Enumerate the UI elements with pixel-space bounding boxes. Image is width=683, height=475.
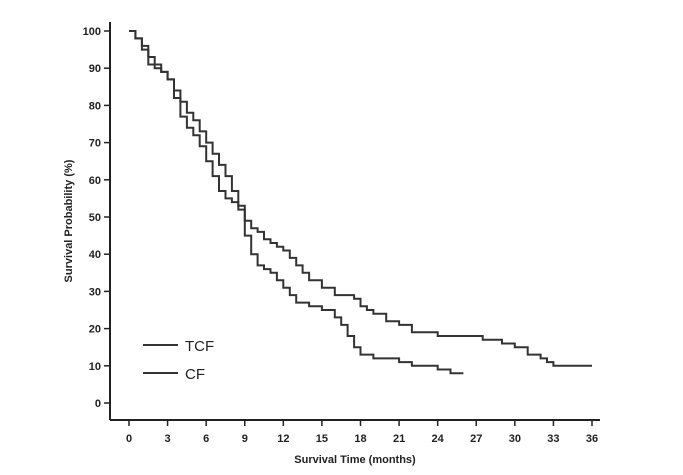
y-tick-label: 100 bbox=[83, 26, 101, 38]
y-axis-title: Survival Probability (%) bbox=[63, 159, 75, 282]
y-tick-label: 10 bbox=[89, 361, 101, 373]
x-tick-label: 18 bbox=[354, 433, 366, 445]
y-tick-label: 30 bbox=[89, 286, 101, 298]
x-tick-label: 36 bbox=[586, 433, 598, 445]
x-axis-title: Survival Time (months) bbox=[294, 454, 416, 466]
x-tick-label: 24 bbox=[432, 433, 445, 445]
y-tick-label: 80 bbox=[89, 100, 101, 112]
x-tick-label: 6 bbox=[203, 433, 209, 445]
legend-label-cf: CF bbox=[185, 366, 205, 383]
x-ticks: 0 3 6 9 12 15 18 21 24 27 30 33 36 bbox=[126, 420, 598, 445]
y-tick-label: 40 bbox=[89, 249, 101, 261]
y-tick-label: 70 bbox=[89, 138, 101, 150]
legend-item-tcf: TCF bbox=[143, 338, 214, 355]
y-tick-label: 60 bbox=[89, 175, 101, 187]
y-tick-label: 90 bbox=[89, 63, 101, 75]
x-tick-label: 15 bbox=[316, 433, 328, 445]
x-tick-label: 33 bbox=[547, 433, 559, 445]
y-tick-label: 0 bbox=[95, 398, 101, 410]
x-tick-label: 12 bbox=[277, 433, 289, 445]
x-tick-label: 30 bbox=[509, 433, 521, 445]
legend: TCF CF bbox=[143, 338, 214, 383]
x-tick-label: 9 bbox=[242, 433, 248, 445]
x-tick-label: 27 bbox=[470, 433, 482, 445]
x-tick-label: 21 bbox=[393, 433, 405, 445]
y-ticks: 0 10 20 30 40 50 60 70 80 90 100 bbox=[83, 26, 110, 410]
legend-item-cf: CF bbox=[143, 366, 205, 383]
series-line-tcf bbox=[129, 30, 592, 367]
survival-curves bbox=[129, 30, 592, 375]
x-tick-label: 3 bbox=[165, 433, 171, 445]
y-tick-label: 20 bbox=[89, 324, 101, 336]
axes bbox=[109, 22, 600, 421]
y-tick-label: 50 bbox=[89, 212, 101, 224]
legend-label-tcf: TCF bbox=[185, 338, 214, 355]
x-tick-label: 0 bbox=[126, 433, 132, 445]
series-line-cf bbox=[129, 30, 464, 375]
